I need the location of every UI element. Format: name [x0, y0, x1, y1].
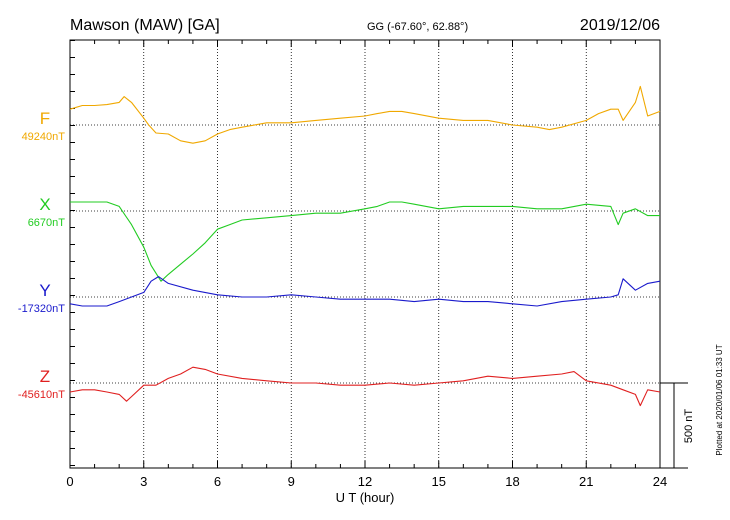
series-labels: F 49240nT X 6670nT Y -17320nT Z -45610nT — [18, 109, 65, 401]
series-line-z — [69, 366, 661, 407]
series-name-z: Z — [40, 367, 50, 386]
station-title: Mawson (MAW) [GA] — [70, 17, 220, 34]
x-tick-label: 3 — [140, 474, 147, 489]
x-tick-label: 15 — [432, 474, 446, 489]
series-name-y: Y — [39, 281, 50, 300]
x-tick-label: 12 — [358, 474, 372, 489]
baseline-label-f: 49240nT — [22, 131, 66, 143]
x-axis-label: U T (hour) — [336, 490, 395, 505]
scale-bar: 500 nT — [660, 382, 695, 469]
x-tick-label: 9 — [288, 474, 295, 489]
axis-ticks: 0 3 6 9 12 15 18 21 24 — [66, 40, 667, 489]
station-coords: GG (-67.60°, 62.88°) — [367, 21, 468, 33]
x-tick-label: 24 — [653, 474, 667, 489]
baseline-label-z: -45610nT — [18, 389, 65, 401]
series-line-x — [70, 201, 660, 282]
scale-bar-label: 500 nT — [683, 409, 695, 444]
baseline-label-y: -17320nT — [18, 303, 65, 315]
x-tick-label: 18 — [505, 474, 519, 489]
plot-grid — [70, 40, 660, 468]
series-line-y — [69, 276, 661, 307]
x-tick-label: 6 — [214, 474, 221, 489]
chart-date: 2019/12/06 — [580, 17, 660, 34]
plotted-timestamp: Plotted at 2020/01/06 01:33 UT — [715, 344, 724, 455]
series-group — [69, 85, 661, 407]
series-name-f: F — [40, 109, 50, 128]
x-tick-label: 21 — [579, 474, 593, 489]
series-name-x: X — [39, 195, 50, 214]
series-line-f — [69, 85, 661, 144]
x-tick-label: 0 — [66, 474, 73, 489]
baseline-label-x: 6670nT — [28, 217, 66, 229]
